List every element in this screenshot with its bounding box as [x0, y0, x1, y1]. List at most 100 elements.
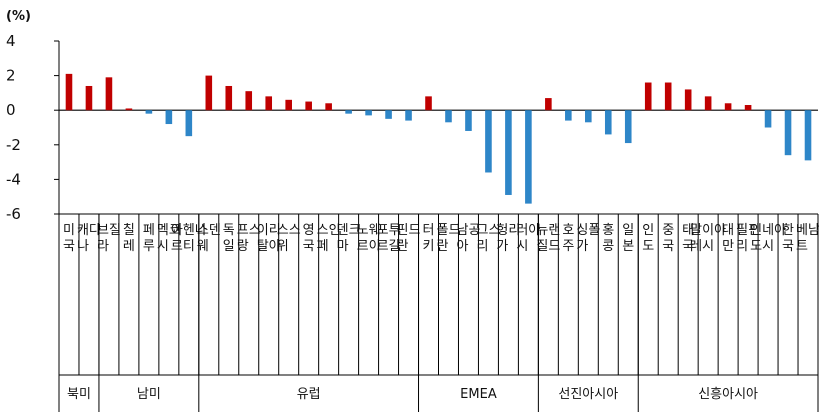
- category-label-char: 티: [183, 239, 195, 254]
- category-label-char: 이: [257, 223, 269, 238]
- group-label: 남미: [137, 387, 161, 402]
- category-label-char: 루: [143, 239, 155, 254]
- category-label-char: 도: [750, 239, 762, 254]
- y-tick-label: -4: [6, 170, 21, 188]
- category-label-char: 가: [576, 239, 588, 254]
- category-label: 남 아공: [456, 223, 480, 254]
- category-label-char: 일: [223, 239, 235, 254]
- category-label-char: 프: [237, 223, 249, 238]
- category-label-char: 스: [488, 223, 500, 238]
- category-label-char: 베: [796, 223, 808, 238]
- category-label-char: 스: [317, 223, 329, 238]
- category-label-char: 싱: [576, 223, 588, 238]
- category-label-char: 캐: [77, 223, 89, 238]
- category-label-char: 국: [63, 239, 75, 254]
- category-label-char: 필: [736, 223, 748, 238]
- category-label-char: 리: [269, 223, 281, 238]
- category-label-char: 포: [377, 223, 389, 238]
- bar-13: [325, 103, 332, 111]
- bar-23: [525, 110, 532, 204]
- bar-10: [265, 96, 273, 111]
- category-label-char: 홍: [602, 223, 614, 238]
- bar-33: [724, 103, 732, 111]
- category-label: 캐 나다: [77, 223, 101, 254]
- y-tick-label: 4: [6, 32, 16, 50]
- category-label-char: 라: [97, 239, 109, 254]
- category-label-char: 리: [476, 239, 488, 254]
- category-label-char: 대: [722, 223, 734, 238]
- bar-2: [105, 77, 113, 111]
- category-label: 스 위스: [277, 223, 301, 254]
- category-label-char: 아: [269, 239, 281, 254]
- category-label-char: 일: [622, 223, 634, 238]
- category-label-char: 러: [516, 223, 528, 238]
- category-label-char: 호: [562, 223, 574, 238]
- y-tick-label: -2: [6, 136, 21, 154]
- category-label-char: 노: [357, 223, 369, 238]
- category-label-char: 랑: [237, 239, 249, 254]
- category-label-char: 위: [277, 239, 289, 254]
- unit-label: (%): [6, 9, 31, 24]
- category-label: 스 페인: [317, 223, 341, 254]
- category-label-char: 중: [662, 223, 674, 238]
- bar-21: [485, 110, 492, 173]
- category-label-char: 스: [249, 223, 261, 238]
- category-label-char: 멕: [157, 223, 169, 238]
- bar-8: [225, 85, 233, 111]
- category-label-char: 란: [437, 239, 449, 254]
- category-label-char: 미: [63, 223, 75, 238]
- bar-24: [545, 98, 552, 111]
- y-tick-label: -6: [6, 205, 21, 223]
- category-label: 스 웨덴: [197, 223, 221, 254]
- category-label-char: 드: [449, 223, 461, 238]
- category-label-char: 아: [171, 223, 183, 238]
- category-label-char: 랜: [548, 223, 560, 238]
- category-label: 아 르헨 티나: [171, 223, 207, 254]
- category-label-char: 나: [77, 239, 89, 254]
- group-label: 유럽: [297, 387, 321, 402]
- bar-1: [85, 85, 93, 111]
- category-label-char: 핀: [748, 223, 760, 238]
- category-label: 프 랑스: [237, 223, 261, 254]
- category-label-char: 인: [329, 223, 341, 238]
- category-label: 덴 마크: [337, 223, 361, 254]
- bar-16: [385, 110, 392, 119]
- category-label-char: 시: [762, 239, 774, 254]
- category-label-char: 만: [722, 239, 734, 254]
- category-label-char: 트: [796, 239, 808, 254]
- category-label-char: 스: [289, 223, 301, 238]
- category-label-char: 탈: [257, 239, 269, 254]
- category-label: 핀 란드: [397, 223, 421, 254]
- bar-37: [804, 110, 812, 161]
- category-label: 뉴 질랜 드: [536, 223, 560, 254]
- category-label-char: 핀: [397, 223, 409, 238]
- bar-7: [205, 75, 213, 111]
- bar-15: [365, 110, 372, 116]
- bar-25: [565, 110, 572, 121]
- category-label-char: 질: [536, 239, 548, 254]
- category-label-char: 브: [97, 223, 109, 238]
- bar-9: [245, 91, 253, 111]
- category-label-char: 레: [123, 239, 135, 254]
- bar-19: [445, 110, 452, 123]
- category-label-char: 마: [337, 239, 349, 254]
- category-label-char: 국: [682, 239, 694, 254]
- category-label-char: 태: [682, 223, 694, 238]
- category-label-char: 질: [109, 223, 121, 238]
- category-label-char: 국: [782, 239, 794, 254]
- bar-36: [784, 110, 792, 156]
- category-label-char: 시: [157, 239, 169, 254]
- category-label-char: 덴: [337, 223, 349, 238]
- category-label: 필 리핀: [736, 223, 760, 254]
- category-label: 그 리스: [476, 223, 500, 254]
- category-label-char: 도: [642, 239, 654, 254]
- bar-20: [465, 110, 472, 131]
